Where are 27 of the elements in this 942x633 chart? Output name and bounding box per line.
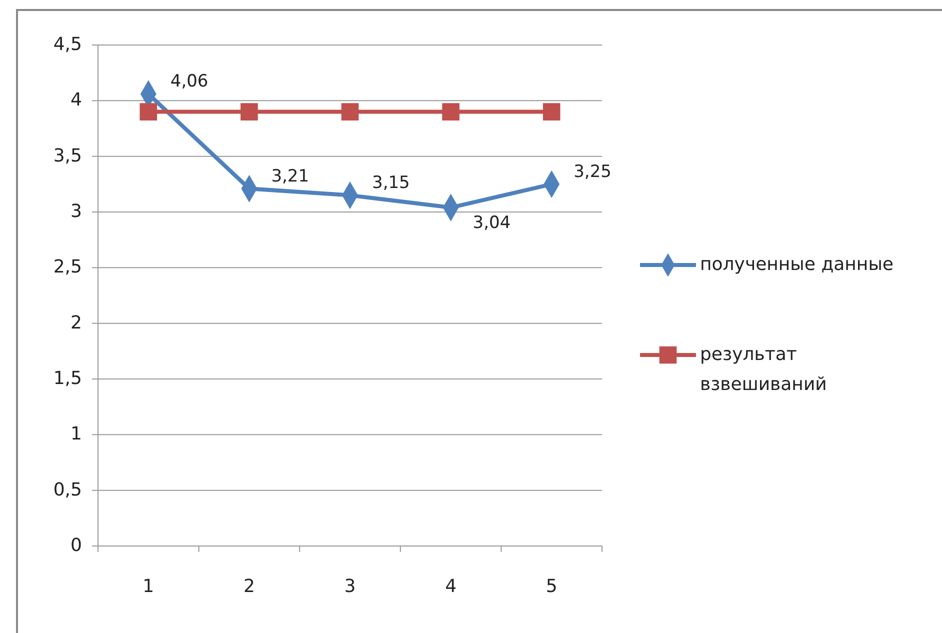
point bbox=[341, 103, 359, 120]
y-tick-label: 3 bbox=[70, 200, 82, 222]
y-tick-label: 0 bbox=[70, 534, 82, 556]
data-label: 3,15 bbox=[372, 172, 410, 193]
y-tick-label: 1 bbox=[70, 424, 82, 445]
y-tick-label: 4,5 bbox=[53, 34, 82, 55]
point bbox=[542, 103, 560, 120]
y-tick-label: 2,5 bbox=[53, 256, 82, 278]
point bbox=[442, 103, 460, 120]
x-tick-label: 4 bbox=[445, 576, 457, 597]
y-tick-label: 1,5 bbox=[53, 368, 82, 389]
legend-label: результат взвешиваний bbox=[700, 344, 827, 395]
y-tick-label: 4 bbox=[70, 90, 82, 111]
data-label: 3,25 bbox=[574, 162, 612, 182]
x-tick-label: 5 bbox=[546, 576, 558, 597]
y-tick-label: 3,5 bbox=[53, 145, 82, 166]
point bbox=[140, 103, 158, 120]
legend-label: полученные данные bbox=[700, 254, 894, 275]
point bbox=[240, 103, 258, 120]
x-tick-label: 2 bbox=[243, 576, 255, 597]
y-tick-label: 2 bbox=[70, 312, 82, 334]
data-label: 3,21 bbox=[271, 166, 310, 186]
x-tick-label: 3 bbox=[344, 576, 356, 597]
data-label: 4,06 bbox=[170, 72, 208, 92]
data-label: 3,04 bbox=[472, 213, 511, 234]
x-tick-label: 1 bbox=[142, 576, 154, 597]
y-tick-label: 0,5 bbox=[53, 479, 82, 500]
